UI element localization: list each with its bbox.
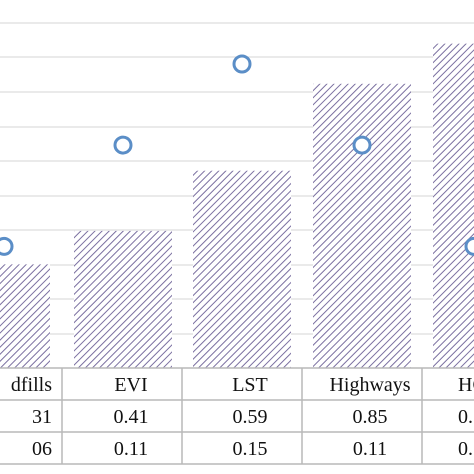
category-label: EVI (114, 374, 147, 396)
bars (0, 43, 474, 369)
bar-value-label: 0. (458, 406, 473, 428)
category-label: Highways (329, 374, 410, 396)
marker-value-label: 0.11 (353, 438, 387, 460)
bar-lst (193, 170, 291, 368)
marker-value-label: 0.11 (114, 438, 148, 460)
category-label: HC (458, 374, 474, 396)
data-table: dfills EVI LST Highways HC 31 0.41 0.59 0.85 0. 06… (0, 367, 474, 465)
marker-lst (232, 54, 252, 74)
bar-value-label: 0.41 (114, 406, 149, 428)
category-label: dfills (11, 374, 52, 396)
bar-landfills (0, 264, 50, 368)
marker-evi (113, 135, 133, 155)
marker-hc (464, 236, 474, 256)
marker-highways (352, 135, 372, 155)
marker-landfills (0, 236, 14, 256)
marker-value-label: 0.15 (233, 438, 268, 460)
bar-value-label: 31 (32, 406, 52, 428)
marker-value-label: 06 (32, 438, 52, 460)
markers (0, 54, 474, 256)
bar-value-label: 0.59 (233, 406, 268, 428)
marker-value-label: 0. (458, 438, 473, 460)
bar-evi (74, 230, 172, 368)
bar-hc (433, 43, 474, 369)
bar-highways (313, 83, 411, 369)
bar-value-label: 0.85 (353, 406, 388, 428)
category-label: LST (232, 374, 268, 396)
